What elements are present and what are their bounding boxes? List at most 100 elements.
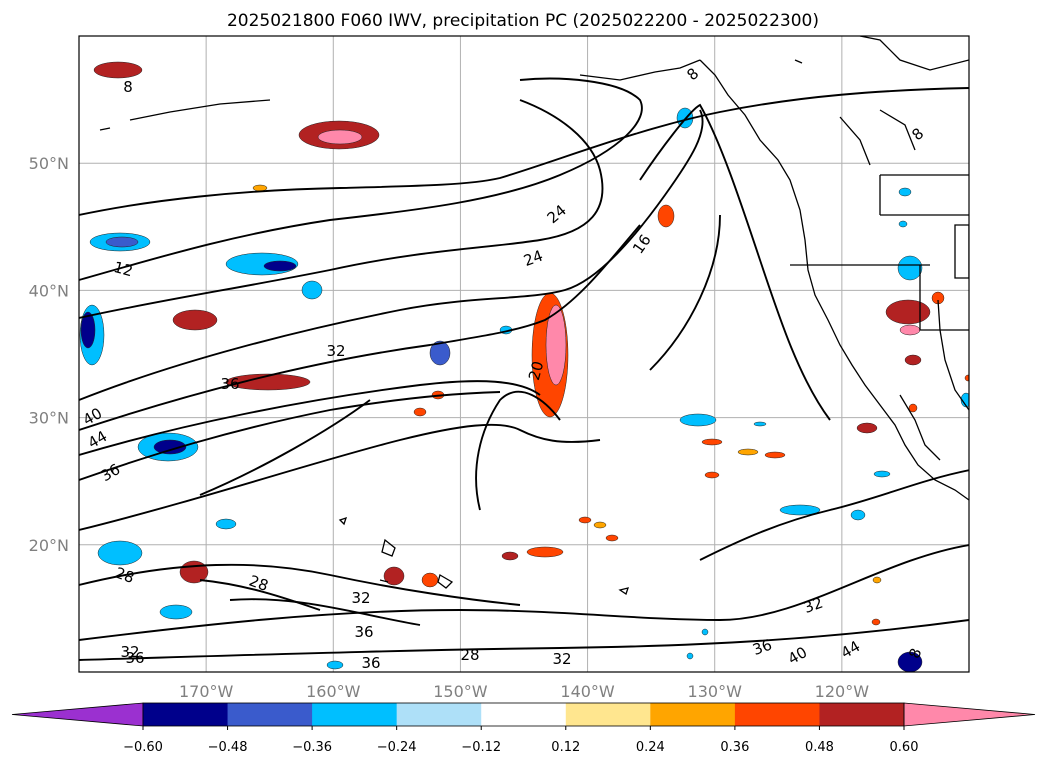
map-background	[79, 36, 969, 672]
coastline-segment	[919, 265, 969, 331]
precip-anomaly-patch	[856, 422, 878, 434]
contour-label: 8	[123, 78, 133, 96]
precip-anomaly-patch	[764, 451, 786, 459]
iwv-contour-line	[229, 598, 421, 626]
iwv-contour-line	[79, 77, 643, 281]
contour-label: 36	[220, 375, 239, 393]
coastline-segment	[699, 59, 969, 501]
iwv-contours	[79, 77, 969, 661]
precip-anomaly-patch	[701, 438, 723, 446]
iwv-contour-line	[79, 99, 604, 319]
contour-label: 36	[125, 649, 144, 667]
contour-label: 32	[552, 650, 571, 668]
colorbar-tick-label: 0.36	[720, 740, 749, 755]
lat-tick-label: 20°N	[29, 536, 69, 555]
precip-anomaly-patch	[429, 340, 451, 366]
iwv-contour-line	[79, 391, 501, 481]
iwv-contour-line	[79, 109, 704, 401]
colorbar-tick-label: 0.48	[805, 740, 834, 755]
precip-anomaly-patch	[225, 373, 311, 391]
precip-anomaly-patch	[172, 309, 218, 331]
colorbar-extend-high	[903, 702, 1036, 727]
precip-anomaly-patch	[413, 407, 427, 417]
chart-title: 2025021800 F060 IWV, precipitation PC (2…	[227, 11, 819, 31]
precip-anomaly-patch	[850, 509, 866, 521]
lon-tick-label: 130°W	[688, 682, 743, 701]
precip-anomaly-patch	[501, 551, 519, 561]
colorbar-segment	[481, 703, 567, 726]
lon-tick-label: 140°W	[560, 682, 615, 701]
contour-label: 36	[750, 636, 774, 659]
coastline-segment	[129, 99, 271, 121]
precip-anomaly-patch	[593, 521, 607, 529]
contour-label: 32	[326, 342, 345, 360]
precip-anomaly-patch	[159, 604, 193, 620]
coastline-segment	[338, 516, 348, 526]
precip-anomaly-patch	[578, 516, 592, 524]
precip-anomaly-patch	[326, 660, 344, 670]
lon-tick-label: 160°W	[306, 682, 361, 701]
lat-tick-label: 40°N	[29, 281, 69, 300]
colorbar	[11, 702, 1036, 727]
colorbar-outline	[142, 702, 905, 727]
precip-anomaly-patch	[872, 576, 882, 584]
coastline-segment	[839, 116, 871, 166]
colorbar-tick-label: −0.24	[377, 740, 417, 755]
precip-anomaly-patch	[93, 61, 143, 79]
iwv-contour-line	[199, 579, 321, 611]
precip-anomaly-patch	[97, 540, 143, 566]
lon-tick-label: 150°W	[433, 682, 488, 701]
colorbar-tick-label: −0.36	[292, 740, 332, 755]
coastline-segment	[859, 36, 969, 71]
colorbar-segment	[143, 703, 229, 726]
coastline-segment	[879, 109, 916, 151]
precip-anomaly-patch	[897, 651, 923, 672]
precip-anomaly-patch	[105, 236, 139, 248]
colorbar-tick-label: −0.12	[461, 740, 501, 755]
precip-anomaly-patch	[871, 618, 881, 626]
coastline-segment	[579, 59, 701, 81]
colorbar-tick-label: 0.24	[636, 740, 665, 755]
lon-tick-label: 170°W	[179, 682, 234, 701]
colorbar-tick-label: −0.60	[123, 740, 163, 755]
colorbar-extend-low	[11, 702, 144, 727]
precip-anomaly-patch	[301, 280, 323, 300]
contour-label: 28	[247, 572, 271, 595]
colorbar-tick-label: 0.12	[551, 740, 580, 755]
colorbar-segment	[312, 703, 398, 726]
iwv-contour-line	[199, 399, 371, 496]
colorbar-segment	[650, 703, 736, 726]
colorbar-segment	[396, 703, 482, 726]
precip-anomaly-patch	[898, 187, 912, 197]
colorbar-segment	[819, 703, 905, 726]
longitude-labels: 170°W 160°W 150°W 140°W 130°W 120°W	[179, 682, 869, 701]
contour-label: 24	[521, 247, 545, 270]
precip-anomaly-patch	[897, 255, 923, 281]
contour-label: 36	[354, 623, 373, 641]
precip-anomaly-patch	[779, 504, 821, 516]
contour-label: 32	[351, 589, 370, 607]
colorbar-tick-labels: −0.60 −0.48 −0.36 −0.24 −0.12 0.12 0.24 0.36 0.4…	[123, 726, 918, 755]
map-frame	[78, 35, 970, 673]
coastline-segment	[937, 299, 969, 411]
iwv-contour-line	[79, 619, 969, 661]
precip-anomaly-patch	[964, 374, 969, 382]
precip-anomaly-patch	[898, 220, 908, 228]
precip-anomaly-patch	[753, 421, 767, 427]
precip-anomaly-patch	[317, 129, 363, 145]
iwv-contour-line	[639, 103, 831, 421]
iwv-contour-line	[79, 380, 541, 456]
iwv-contour-line	[649, 214, 721, 371]
coastline-segment	[794, 59, 803, 64]
iwv-contour-line	[699, 469, 969, 561]
precip-anomaly-patch	[526, 546, 564, 558]
colorbar-segment	[734, 703, 820, 726]
coastline-segment	[99, 127, 111, 131]
contour-label: 28	[460, 646, 479, 664]
contour-label: 32	[120, 643, 139, 661]
coastline-segment	[437, 574, 454, 589]
coastline-segment	[381, 538, 396, 557]
contour-label: 32	[801, 594, 825, 617]
precipitation-shading	[79, 61, 969, 672]
